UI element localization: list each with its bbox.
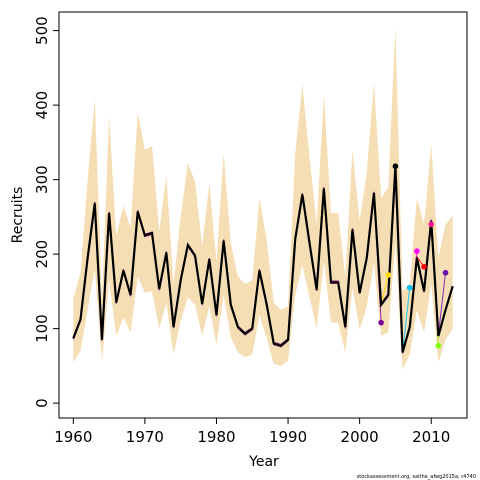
- y-axis-label: Recruits: [10, 187, 26, 244]
- x-tick-label: 1990: [269, 428, 307, 446]
- y-tick-label: 0: [33, 398, 51, 408]
- x-tick-label: 1980: [197, 428, 235, 446]
- retro-endpoint: [406, 284, 413, 291]
- y-tick-label: 200: [33, 240, 51, 269]
- credit-text: stockassessment.org, saithe_afwg2015a, r…: [357, 474, 476, 480]
- x-tick-label: 2010: [412, 428, 450, 446]
- x-tick-label: 1960: [54, 428, 92, 446]
- retro-endpoints-layer: [378, 163, 449, 349]
- y-tick-label: 300: [33, 165, 51, 194]
- plot-frame: [58, 11, 468, 419]
- x-axis: 1960 1970 1980 1990 2000 2010: [54, 418, 450, 446]
- x-tick-label: 1970: [126, 428, 164, 446]
- y-axis: 0 100 200 300 400 500: [33, 16, 59, 408]
- retro-endpoint: [385, 272, 392, 278]
- y-tick-label: 500: [33, 16, 51, 45]
- x-tick-label: 2000: [341, 428, 379, 446]
- retro-endpoint: [421, 263, 427, 270]
- retro-endpoint: [414, 248, 420, 254]
- retro-endpoint: [378, 319, 384, 326]
- retro-endpoint: [392, 163, 399, 170]
- retro-endpoint: [442, 269, 449, 276]
- retro-endpoint: [428, 221, 435, 228]
- x-axis-label: Year: [248, 454, 279, 470]
- y-tick-label: 400: [33, 91, 51, 120]
- retro-endpoint: [435, 342, 442, 349]
- y-tick-label: 100: [33, 314, 51, 343]
